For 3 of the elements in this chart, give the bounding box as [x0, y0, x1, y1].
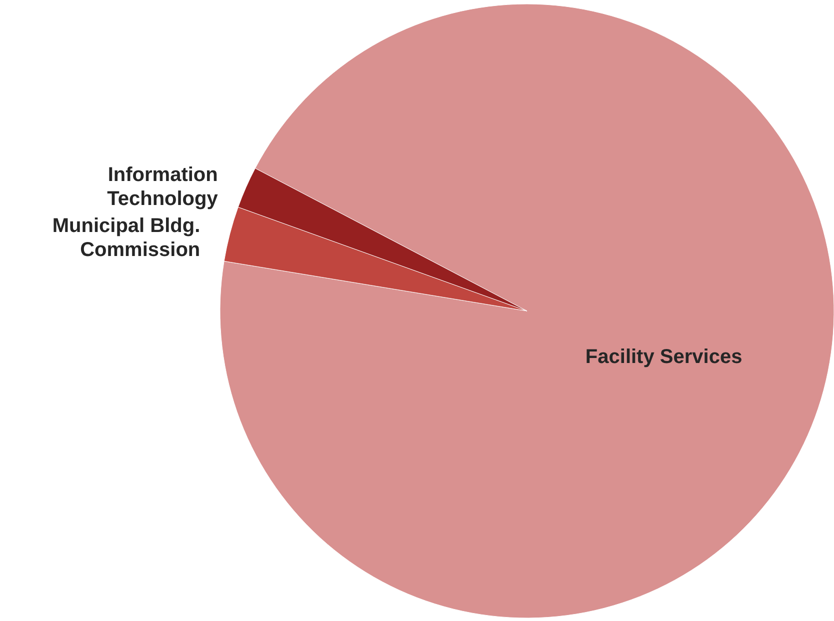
slice-label: Information Technology [107, 164, 219, 210]
slice-label: Municipal Bldg. Commission [52, 215, 200, 262]
slice-label: Facility Services [585, 346, 742, 368]
